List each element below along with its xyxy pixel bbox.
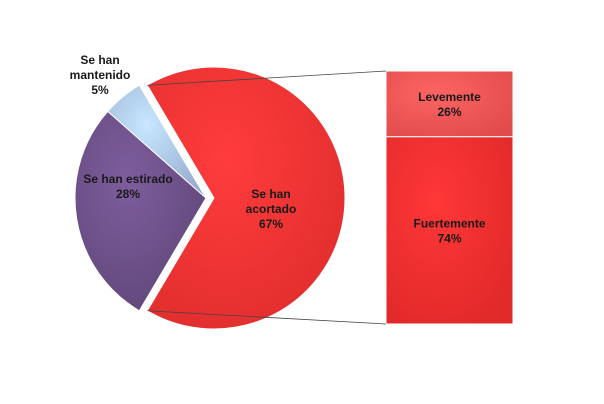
- breakdown-segment: [385, 136, 514, 325]
- pie-category-label: Se han estirado: [83, 172, 172, 186]
- pie-category-label: Se han: [251, 187, 290, 201]
- pie-category-label: mantenido: [70, 68, 131, 82]
- pie-slice: [74, 110, 207, 312]
- pie-value-label: 28%: [116, 187, 140, 201]
- connector-line-top: [147, 70, 387, 86]
- pie-slice: [146, 66, 346, 330]
- pie-value-label: 5%: [91, 83, 109, 97]
- breakdown-label: Fuertemente: [413, 216, 485, 230]
- breakdown-value-label: 26%: [437, 105, 461, 119]
- connector-line-bottom: [147, 310, 387, 325]
- pie-value-label: 67%: [259, 217, 283, 231]
- breakdown-segment: [385, 70, 514, 138]
- pie-slice: [107, 84, 207, 199]
- breakdown-value-label: 74%: [437, 231, 461, 245]
- breakdown-label: Levemente: [418, 90, 481, 104]
- pie-category-label: acortado: [246, 202, 297, 216]
- pie-category-label: Se han: [80, 53, 119, 67]
